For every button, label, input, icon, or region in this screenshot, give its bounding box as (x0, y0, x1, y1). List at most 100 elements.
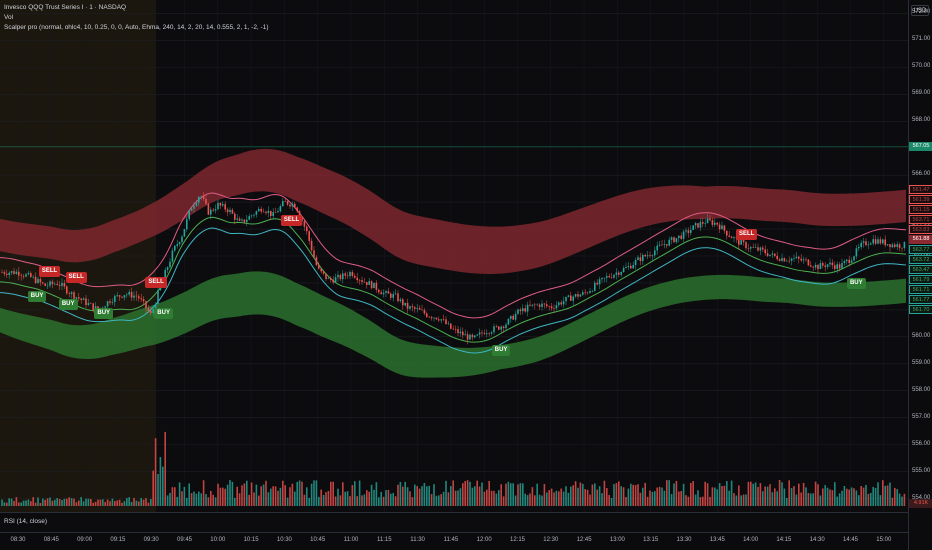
volume-bar (222, 487, 224, 506)
candle-body (795, 256, 798, 259)
sell-signal-label: SELL (735, 228, 758, 240)
indicator-value-tag: 563.71 (909, 215, 932, 224)
volume-bar (334, 496, 337, 506)
candle-body (872, 239, 874, 244)
time-tick-label: 10:45 (310, 537, 326, 543)
candle-body (178, 242, 181, 245)
candle-body (654, 250, 656, 256)
indicator-value-tag: 563.47 (909, 265, 932, 274)
volume-bar (706, 483, 709, 506)
volume-bar (85, 498, 87, 506)
volume-bar (570, 486, 572, 506)
time-tick-label: 12:45 (576, 537, 592, 543)
candle-body (411, 306, 414, 308)
volume-bar (630, 483, 632, 506)
candle-body (598, 279, 601, 285)
volume-bar (308, 497, 310, 506)
candle-body (486, 333, 488, 335)
time-axis[interactable]: 08:30 08:45 09:00 09:15 09:30 09:45 10:00 10:15… (0, 532, 908, 550)
price-chart[interactable] (0, 0, 908, 512)
candle-body (632, 264, 634, 269)
candle-body (620, 272, 622, 275)
volume-bar (615, 483, 618, 506)
rsi-pane[interactable]: RSI (14, close) (0, 512, 908, 532)
candle-body (721, 225, 723, 230)
candle-body (673, 237, 675, 243)
candle-body (284, 201, 286, 202)
candle-body (651, 255, 654, 257)
support-band (0, 271, 906, 378)
candle-body (238, 218, 241, 221)
candle-body (445, 319, 447, 324)
candle-body (534, 304, 536, 306)
candle-body (495, 326, 498, 327)
candle-body (366, 282, 368, 286)
rsi-label[interactable]: RSI (14, close) (4, 518, 47, 525)
volume-bar (250, 482, 253, 506)
volume-bar (421, 486, 423, 506)
volume-bar (879, 495, 882, 506)
volume-bar (298, 480, 301, 506)
volume-bar (325, 492, 327, 506)
candle-body (685, 230, 687, 232)
volume-bar (654, 491, 656, 506)
volume-bar (154, 438, 157, 506)
indicator-value-tag: 563.72 (909, 255, 932, 264)
volume-bar (56, 498, 58, 506)
volume-bar (351, 485, 354, 506)
time-tick-label: 11:45 (443, 537, 459, 543)
volume-bar (800, 492, 802, 506)
candle-body (776, 255, 778, 260)
volume-bar (646, 496, 649, 506)
candle-body (507, 318, 510, 325)
volume-bar (668, 480, 670, 506)
candle-body (318, 265, 320, 269)
candle-body (522, 308, 524, 312)
volume-bar (318, 496, 320, 506)
candle-body (346, 275, 349, 277)
candle-body (92, 303, 94, 310)
volume-bar (447, 492, 450, 506)
candle-body (469, 334, 471, 340)
symbol-title[interactable]: Invesco QQQ Trust Series I · 1 · NASDAQ (4, 4, 127, 11)
candle-body (130, 291, 133, 298)
candle-body (351, 272, 354, 276)
volume-bar (142, 499, 145, 506)
volume-bar (423, 483, 426, 506)
candle-body (567, 295, 570, 297)
candle-body (447, 323, 450, 325)
time-tick-label: 09:00 (77, 537, 93, 543)
volume-bar (822, 488, 824, 506)
scalper-indicator-label[interactable]: Scalper pro (normal, ohlc4, 10, 0.25, 0,… (4, 24, 269, 31)
volume-bar (901, 496, 903, 506)
volume-bar (606, 488, 608, 506)
currency-button[interactable]: USD (911, 5, 929, 16)
candle-body (582, 292, 584, 295)
candle-body (70, 292, 73, 294)
price-scale[interactable]: 572.00571.00570.00569.00568.00566.00565.… (908, 0, 932, 550)
volume-bar (3, 502, 6, 506)
candle-body (630, 265, 632, 269)
volume-bar (205, 494, 207, 506)
candle-body (349, 272, 351, 277)
candle-body (817, 264, 819, 270)
candle-body (330, 278, 332, 280)
buy-signal-label: BUY (154, 307, 173, 319)
volume-bar (128, 497, 130, 506)
candle-body (58, 284, 61, 286)
volume-bar (723, 485, 726, 506)
candle-body (116, 295, 118, 297)
volume-indicator-label[interactable]: Vol (4, 14, 14, 21)
volume-bar (454, 490, 457, 506)
volume-bar (37, 497, 39, 506)
volume-bar (75, 502, 78, 506)
chart-area[interactable]: Invesco QQQ Trust Series I · 1 · NASDAQ … (0, 0, 908, 512)
candle-body (481, 332, 483, 334)
volume-bar (807, 492, 810, 506)
price-tick-label: 570.00 (912, 63, 931, 70)
volume-bar (73, 498, 75, 506)
volume-bar (97, 499, 99, 506)
volume-bar (500, 484, 502, 506)
candle-body (529, 304, 531, 306)
candle-body (536, 304, 538, 306)
